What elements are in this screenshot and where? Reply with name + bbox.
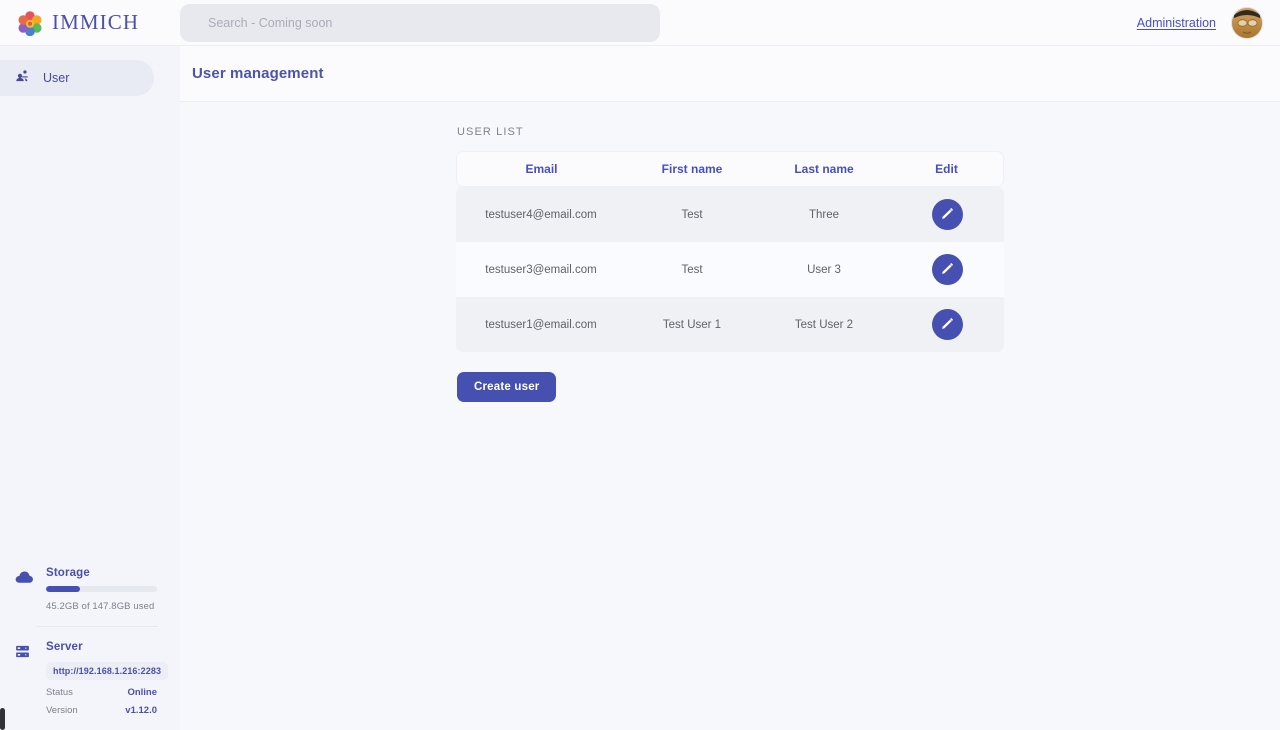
server-version-value: v1.12.0 <box>125 705 157 716</box>
server-panel: Server http://192.168.1.216:2283 Status … <box>0 641 169 716</box>
user-list-section: USER LIST Email First name Last name Edi… <box>456 126 1004 402</box>
edit-user-button[interactable] <box>931 309 963 340</box>
users-icon <box>14 67 31 89</box>
main-content: User management USER LIST Email First na… <box>180 46 1280 730</box>
content-area: USER LIST Email First name Last name Edi… <box>180 102 1280 402</box>
sidebar-footer: Storage 45.2GB of 147.8GB used <box>0 567 180 730</box>
pencil-icon <box>940 206 955 224</box>
column-header-last-name[interactable]: Last name <box>758 151 890 187</box>
cloud-icon <box>14 567 34 589</box>
sidebar-divider <box>36 626 158 627</box>
server-rack-icon <box>14 641 34 665</box>
table-header-row: Email First name Last name Edit <box>456 151 1004 187</box>
server-status-value: Online <box>127 687 157 698</box>
column-header-email[interactable]: Email <box>456 151 626 187</box>
table-row[interactable]: testuser3@email.com Test User 3 <box>456 242 1004 297</box>
cell-email: testuser3@email.com <box>456 242 626 297</box>
sidebar-item-label: User <box>43 71 70 85</box>
storage-progress-fill <box>46 586 80 592</box>
top-bar: IMMICH Administration <box>0 0 1280 46</box>
sidebar: User Storage 45.2GB of 147 <box>0 46 180 730</box>
user-table: Email First name Last name Edit testuser… <box>456 151 1004 352</box>
user-table-body: testuser4@email.com Test Three testuser3… <box>456 187 1004 352</box>
storage-panel: Storage 45.2GB of 147.8GB used <box>0 567 158 612</box>
search-input[interactable] <box>180 4 660 42</box>
page-title: User management <box>192 65 324 82</box>
cell-email: testuser4@email.com <box>456 187 626 242</box>
server-status-label: Status <box>46 687 73 698</box>
pencil-icon <box>940 261 955 279</box>
cell-edit <box>890 297 1004 352</box>
cell-edit <box>890 187 1004 242</box>
top-bar-actions: Administration <box>1137 0 1262 46</box>
create-user-button[interactable]: Create user <box>457 372 557 402</box>
immich-flower-logo-icon <box>17 10 43 36</box>
cell-first-name: Test <box>626 187 758 242</box>
user-table-head: Email First name Last name Edit <box>456 151 1004 187</box>
user-avatar-icon[interactable] <box>1232 8 1262 38</box>
column-header-first-name[interactable]: First name <box>626 151 758 187</box>
cell-last-name: User 3 <box>758 242 890 297</box>
server-version-row: Version v1.12.0 <box>46 705 157 716</box>
cell-first-name: Test <box>626 242 758 297</box>
sidebar-scrollbar[interactable] <box>0 708 5 730</box>
storage-usage-text: 45.2GB of 147.8GB used <box>46 601 155 612</box>
administration-link[interactable]: Administration <box>1136 16 1216 30</box>
cell-last-name: Test User 2 <box>758 297 890 352</box>
table-row[interactable]: testuser4@email.com Test Three <box>456 187 1004 242</box>
page-header: User management <box>180 46 1280 102</box>
server-status-row: Status Online <box>46 687 157 698</box>
table-row[interactable]: testuser1@email.com Test User 1 Test Use… <box>456 297 1004 352</box>
edit-user-button[interactable] <box>931 199 963 230</box>
server-title: Server <box>46 641 83 653</box>
storage-progress-bar <box>46 586 157 592</box>
brand-name: IMMICH <box>52 10 140 34</box>
pencil-icon <box>940 316 955 334</box>
cell-email: testuser1@email.com <box>456 297 626 352</box>
server-version-label: Version <box>46 705 78 716</box>
server-url-badge[interactable]: http://192.168.1.216:2283 <box>46 662 169 680</box>
storage-title: Storage <box>46 567 90 579</box>
cell-first-name: Test User 1 <box>626 297 758 352</box>
cell-last-name: Three <box>758 187 890 242</box>
cell-edit <box>890 242 1004 297</box>
user-list-label: USER LIST <box>457 126 524 138</box>
edit-user-button[interactable] <box>931 254 963 285</box>
brand[interactable]: IMMICH <box>0 10 163 36</box>
sidebar-item-user[interactable]: User <box>0 60 154 96</box>
column-header-edit: Edit <box>890 151 1004 187</box>
